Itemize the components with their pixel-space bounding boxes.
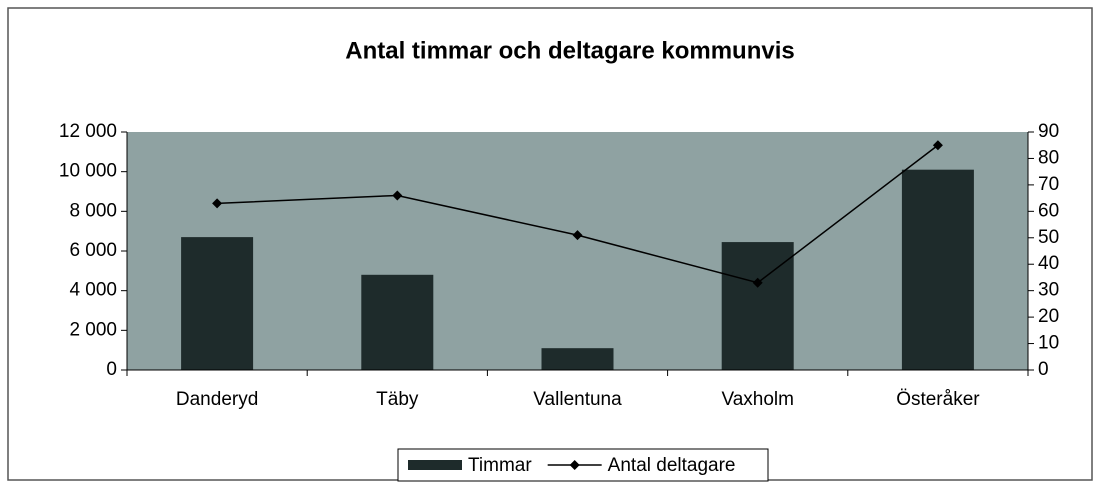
y-tick-label: 6 000	[69, 240, 117, 261]
marker	[932, 140, 943, 151]
y2-tick-label: 60	[1038, 200, 1059, 221]
bar	[361, 274, 434, 370]
marker	[392, 190, 403, 201]
y2-tick-label: 10	[1038, 333, 1059, 354]
bar	[181, 237, 254, 370]
marker	[212, 198, 223, 209]
marker	[752, 277, 763, 288]
legend-marker	[569, 460, 580, 470]
marker	[572, 230, 583, 241]
y-tick-label: 8 000	[69, 200, 117, 221]
x-tick-label: Österåker	[896, 389, 980, 410]
x-tick-label: Täby	[376, 389, 419, 410]
y2-tick-label: 70	[1038, 174, 1059, 195]
y2-tick-label: 40	[1038, 253, 1059, 274]
y2-tick-label: 50	[1038, 227, 1059, 248]
x-tick-label: Danderyd	[176, 389, 258, 410]
y2-tick-label: 80	[1038, 147, 1059, 168]
x-tick-label: Vaxholm	[721, 389, 794, 410]
bar	[541, 348, 614, 370]
y-tick-label: 2 000	[69, 319, 117, 340]
chart-title: Antal timmar och deltagare kommunvis	[345, 37, 794, 64]
legend-swatch	[408, 460, 462, 470]
legend-label: Antal deltagare	[608, 455, 736, 476]
y-tick-label: 4 000	[69, 280, 117, 301]
x-tick-label: Vallentuna	[533, 389, 622, 410]
bar	[721, 242, 794, 370]
y2-tick-label: 30	[1038, 280, 1059, 301]
legend-label: Timmar	[468, 455, 532, 476]
y2-tick-label: 0	[1038, 359, 1049, 380]
y-tick-label: 0	[106, 359, 117, 380]
bar	[901, 169, 974, 370]
y2-tick-label: 90	[1038, 121, 1059, 142]
y2-tick-label: 20	[1038, 306, 1059, 327]
y-tick-label: 12 000	[59, 121, 117, 142]
y-tick-label: 10 000	[59, 161, 117, 182]
plot-area	[127, 132, 1028, 370]
